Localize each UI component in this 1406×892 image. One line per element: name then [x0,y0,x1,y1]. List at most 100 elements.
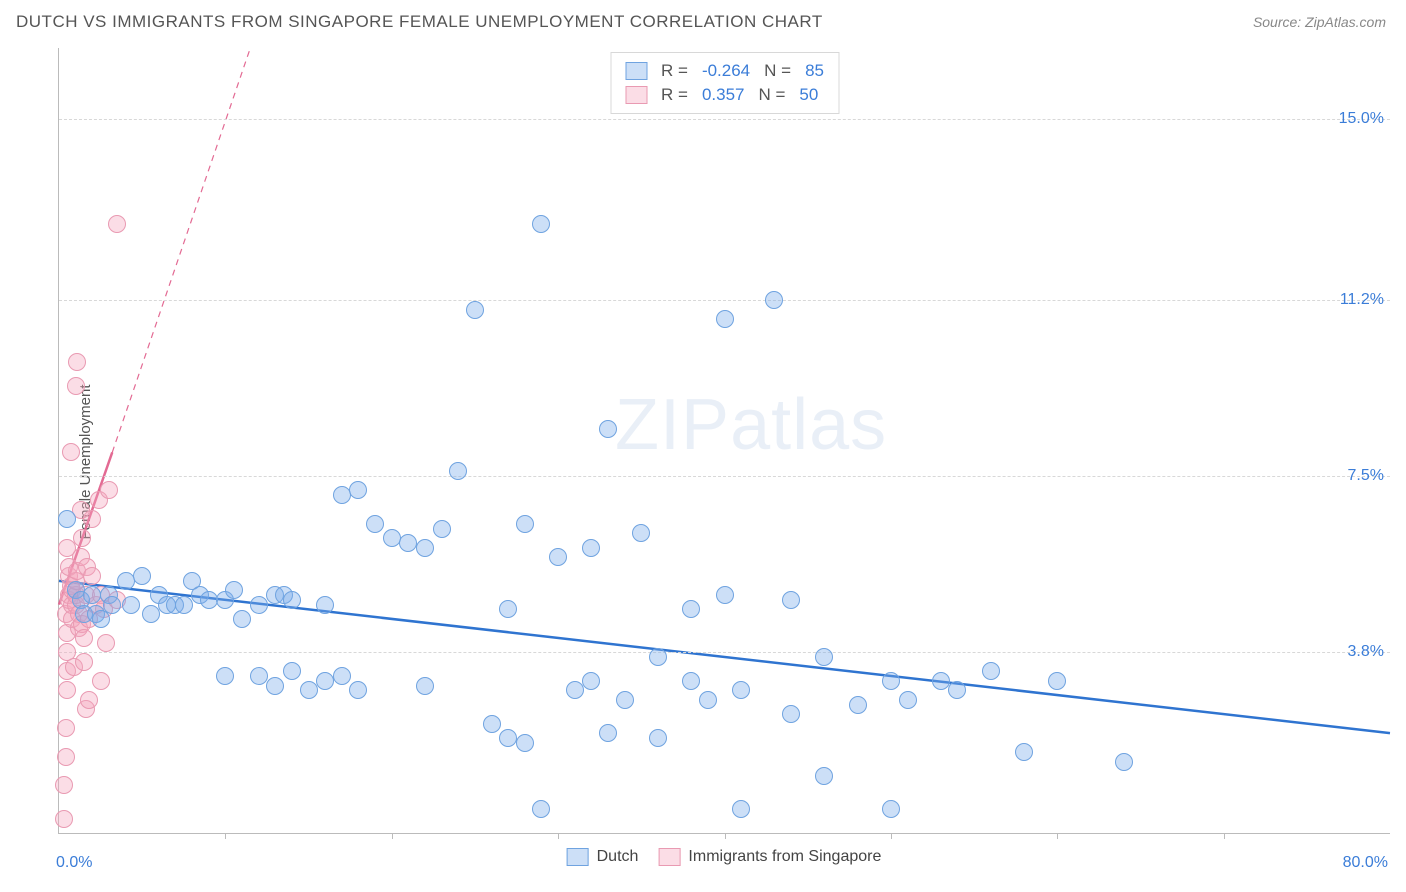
data-point-dutch [882,672,900,690]
y-tick-label: 15.0% [1339,110,1384,128]
data-point-dutch [682,672,700,690]
legend-label-dutch: Dutch [597,848,639,866]
data-point-dutch [566,681,584,699]
gridline [59,652,1390,653]
data-point-dutch [499,600,517,618]
data-point-dutch [599,724,617,742]
data-point-dutch [366,515,384,533]
data-point-immigrants [58,539,76,557]
legend-row-immigrants: R = 0.357 N = 50 [625,83,824,107]
data-point-dutch [416,677,434,695]
data-point-dutch [632,524,650,542]
data-point-dutch [216,667,234,685]
data-point-dutch [782,591,800,609]
data-point-dutch [316,596,334,614]
plot-region: R = -0.264 N = 85 R = 0.357 N = 50 ZIPat… [58,48,1390,834]
data-point-dutch [83,586,101,604]
data-point-immigrants [57,719,75,737]
r-value-immigrants: 0.357 [702,85,745,105]
data-point-immigrants [92,672,110,690]
r-label: R = [661,85,688,105]
data-point-dutch [300,681,318,699]
legend-row-dutch: R = -0.264 N = 85 [625,59,824,83]
data-point-dutch [283,591,301,609]
data-point-dutch [175,596,193,614]
data-point-dutch [516,515,534,533]
data-point-dutch [250,667,268,685]
data-point-dutch [117,572,135,590]
data-point-dutch [732,681,750,699]
data-point-dutch [333,667,351,685]
data-point-dutch [399,534,417,552]
data-point-dutch [416,539,434,557]
data-point-immigrants [68,353,86,371]
chart-source: Source: ZipAtlas.com [1253,14,1386,30]
swatch-dutch-bottom [567,848,589,866]
y-tick-label: 3.8% [1348,643,1384,661]
data-point-dutch [815,648,833,666]
data-point-dutch [849,696,867,714]
data-point-dutch [266,677,284,695]
data-point-immigrants [100,481,118,499]
data-point-dutch [383,529,401,547]
chart-area: Female Unemployment R = -0.264 N = 85 R … [16,48,1390,876]
data-point-dutch [1015,743,1033,761]
data-point-dutch [250,596,268,614]
data-point-immigrants [75,629,93,647]
series-legend: Dutch Immigrants from Singapore [567,848,882,866]
gridline [59,476,1390,477]
data-point-dutch [932,672,950,690]
data-point-dutch [225,581,243,599]
data-point-dutch [1115,753,1133,771]
data-point-dutch [682,600,700,618]
n-value-dutch: 85 [805,61,824,81]
data-point-dutch [765,291,783,309]
data-point-dutch [133,567,151,585]
data-point-dutch [732,800,750,818]
legend-item-immigrants: Immigrants from Singapore [658,848,881,866]
r-label: R = [661,61,688,81]
n-value-immigrants: 50 [799,85,818,105]
data-point-dutch [499,729,517,747]
data-point-dutch [58,510,76,528]
data-point-dutch [532,800,550,818]
data-point-dutch [549,548,567,566]
data-point-dutch [899,691,917,709]
data-point-dutch [582,539,600,557]
data-point-immigrants [55,776,73,794]
x-axis: 0.0% 80.0% Dutch Immigrants from Singapo… [58,838,1390,876]
data-point-dutch [103,596,121,614]
data-point-dutch [1048,672,1066,690]
data-point-dutch [599,420,617,438]
data-point-dutch [882,800,900,818]
data-point-dutch [122,596,140,614]
data-point-immigrants [75,653,93,671]
chart-header: DUTCH VS IMMIGRANTS FROM SINGAPORE FEMAL… [0,0,1406,40]
data-point-dutch [433,520,451,538]
data-point-dutch [233,610,251,628]
data-point-dutch [982,662,1000,680]
data-point-immigrants [67,377,85,395]
data-point-immigrants [62,443,80,461]
trend-lines [59,48,1390,833]
legend-label-immigrants: Immigrants from Singapore [688,848,881,866]
gridline [59,300,1390,301]
data-point-dutch [649,729,667,747]
data-point-dutch [782,705,800,723]
y-tick-label: 11.2% [1340,291,1384,309]
data-point-dutch [815,767,833,785]
data-point-dutch [316,672,334,690]
data-point-immigrants [58,681,76,699]
data-point-dutch [699,691,717,709]
data-point-dutch [92,610,110,628]
x-min-label: 0.0% [56,854,92,872]
data-point-dutch [349,681,367,699]
data-point-immigrants [57,748,75,766]
data-point-immigrants [97,634,115,652]
swatch-immigrants-bottom [658,848,680,866]
chart-title: DUTCH VS IMMIGRANTS FROM SINGAPORE FEMAL… [16,12,823,32]
legend-item-dutch: Dutch [567,848,639,866]
data-point-dutch [582,672,600,690]
y-tick-label: 7.5% [1348,467,1384,485]
r-value-dutch: -0.264 [702,61,750,81]
